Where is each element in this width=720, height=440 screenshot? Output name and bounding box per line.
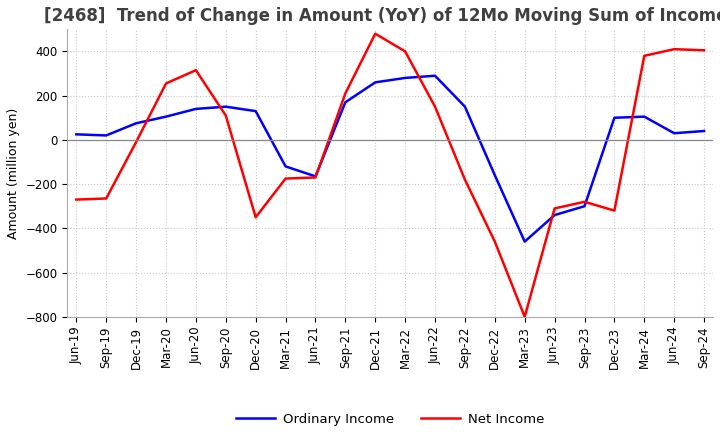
- Ordinary Income: [670, 131, 678, 136]
- Ordinary Income: [700, 128, 708, 134]
- Net Income: [610, 208, 618, 213]
- Net Income: [700, 48, 708, 53]
- Ordinary Income: [550, 213, 559, 218]
- Ordinary Income: [132, 121, 140, 126]
- Net Income: [490, 239, 499, 244]
- Title: [2468]  Trend of Change in Amount (YoY) of 12Mo Moving Sum of Incomes: [2468] Trend of Change in Amount (YoY) o…: [43, 7, 720, 25]
- Line: Ordinary Income: Ordinary Income: [76, 76, 704, 242]
- Net Income: [461, 177, 469, 182]
- Net Income: [640, 53, 649, 59]
- Ordinary Income: [461, 104, 469, 109]
- Net Income: [670, 47, 678, 52]
- Legend: Ordinary Income, Net Income: Ordinary Income, Net Income: [230, 407, 550, 431]
- Ordinary Income: [640, 114, 649, 119]
- Net Income: [192, 68, 200, 73]
- Ordinary Income: [341, 99, 350, 105]
- Net Income: [521, 314, 529, 319]
- Line: Net Income: Net Income: [76, 34, 704, 317]
- Ordinary Income: [162, 114, 171, 119]
- Net Income: [72, 197, 81, 202]
- Ordinary Income: [490, 172, 499, 178]
- Net Income: [222, 113, 230, 118]
- Ordinary Income: [401, 75, 410, 81]
- Net Income: [341, 91, 350, 96]
- Ordinary Income: [282, 164, 290, 169]
- Ordinary Income: [610, 115, 618, 121]
- Ordinary Income: [222, 104, 230, 109]
- Net Income: [162, 81, 171, 86]
- Ordinary Income: [102, 133, 111, 138]
- Net Income: [102, 196, 111, 201]
- Ordinary Income: [371, 80, 379, 85]
- Net Income: [371, 31, 379, 37]
- Ordinary Income: [251, 109, 260, 114]
- Net Income: [580, 199, 589, 205]
- Ordinary Income: [521, 239, 529, 244]
- Ordinary Income: [580, 204, 589, 209]
- Net Income: [550, 206, 559, 211]
- Ordinary Income: [192, 106, 200, 111]
- Y-axis label: Amount (million yen): Amount (million yen): [7, 107, 20, 238]
- Ordinary Income: [431, 73, 439, 78]
- Net Income: [282, 176, 290, 181]
- Ordinary Income: [72, 132, 81, 137]
- Net Income: [132, 139, 140, 145]
- Ordinary Income: [311, 174, 320, 179]
- Net Income: [401, 49, 410, 54]
- Net Income: [311, 175, 320, 180]
- Net Income: [431, 104, 439, 109]
- Net Income: [251, 215, 260, 220]
